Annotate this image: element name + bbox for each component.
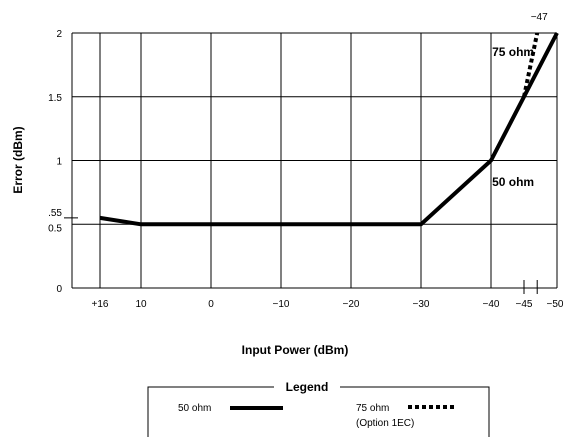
x-tick-label: −45 <box>516 299 533 310</box>
legend: Legend 50 ohm 75 ohm (Option 1EC) <box>147 380 490 437</box>
chart-series <box>99 32 559 227</box>
legend-title: Legend <box>286 380 329 394</box>
y-tick-label: .55 <box>48 208 62 219</box>
x-tick-label: −30 <box>413 299 430 310</box>
y-tick-label: 2 <box>56 29 62 40</box>
y-tick-labels: 0 0.5 .55 1 1.5 2 <box>48 29 62 295</box>
y-axis-title: Error (dBm) <box>11 126 25 193</box>
y-tick-label: 0 <box>56 284 62 295</box>
y-tick-label: 0.5 <box>48 223 62 234</box>
x-tick-label: −20 <box>343 299 360 310</box>
series-line-50-ohm <box>99 32 559 227</box>
legend-label-50-ohm: 50 ohm <box>178 403 211 414</box>
legend-sublabel-75-ohm: (Option 1EC) <box>356 418 414 429</box>
legend-frame <box>147 386 490 437</box>
chart-grid <box>64 32 557 294</box>
annotation-0: 75 ohm <box>492 45 534 59</box>
chart-frame <box>71 32 558 289</box>
x-tick-label: 0 <box>208 299 214 310</box>
x-tick-label: −50 <box>547 299 564 310</box>
annotation-2: −47 <box>531 12 548 23</box>
series-line-75-ohm <box>522 32 540 98</box>
x-tick-labels: +16 10 0 −10 −20 −30 −40 −45 −50 <box>92 299 564 310</box>
chart-annotations: 75 ohm 50 ohm −47 <box>492 12 548 189</box>
y-tick-label: 1.5 <box>48 93 62 104</box>
y-tick-label: 1 <box>56 157 62 168</box>
x-tick-label: −40 <box>483 299 500 310</box>
x-tick-label: 10 <box>135 299 147 310</box>
x-axis-title: Input Power (dBm) <box>242 343 349 357</box>
annotation-1: 50 ohm <box>492 175 534 189</box>
legend-label-75-ohm: 75 ohm <box>356 403 389 414</box>
x-tick-label: −10 <box>273 299 290 310</box>
x-tick-label: +16 <box>92 299 109 310</box>
